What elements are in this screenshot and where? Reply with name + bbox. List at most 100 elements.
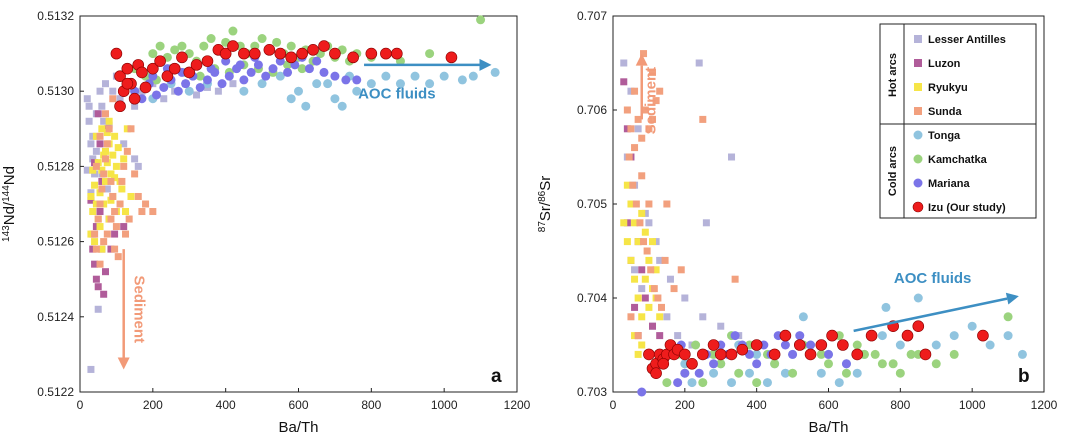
data-point <box>631 219 639 227</box>
data-point <box>120 155 128 163</box>
data-point <box>641 228 649 236</box>
data-point <box>752 359 762 369</box>
data-point <box>161 70 174 82</box>
data-point <box>641 294 649 302</box>
data-point <box>92 245 100 253</box>
data-point <box>750 339 763 351</box>
data-point <box>114 144 122 152</box>
annotation-label: Sediment <box>131 276 148 344</box>
data-point <box>92 200 100 208</box>
data-point <box>127 125 135 133</box>
x-tick-label: 1200 <box>504 398 531 412</box>
data-point <box>788 349 798 359</box>
data-point <box>89 155 97 163</box>
data-point <box>631 275 639 283</box>
data-point <box>901 329 914 342</box>
data-point <box>111 208 119 216</box>
data-point <box>286 41 296 51</box>
data-point <box>709 359 719 369</box>
data-point <box>641 209 649 217</box>
data-point <box>714 348 727 361</box>
data-point <box>694 368 704 378</box>
data-point <box>142 200 150 208</box>
data-point <box>89 132 97 140</box>
data-point <box>286 94 296 104</box>
data-point <box>101 110 109 118</box>
data-point <box>663 200 671 208</box>
data-point <box>650 285 658 293</box>
x-axis-title: Ba/Th <box>808 419 848 436</box>
data-point <box>656 313 664 321</box>
data-point <box>699 313 707 321</box>
legend-label: Ryukyu <box>928 82 968 94</box>
data-point <box>804 348 817 361</box>
data-point <box>347 51 359 64</box>
data-point <box>92 162 100 170</box>
data-point <box>89 166 97 174</box>
data-point <box>98 102 106 110</box>
data-point <box>307 44 319 56</box>
data-point <box>468 71 478 81</box>
data-point <box>631 303 639 311</box>
data-point <box>780 340 790 350</box>
data-point <box>657 303 665 311</box>
data-point <box>312 79 322 89</box>
data-point <box>98 185 106 193</box>
legend: Hot arcs Lesser Antilles Luzon Ryukyu Sunda C… <box>879 23 1037 219</box>
data-point <box>620 59 628 67</box>
data-point <box>100 117 108 125</box>
series-kamchatka <box>662 312 1013 388</box>
data-point <box>681 294 689 302</box>
data-point <box>105 125 113 133</box>
data-point <box>118 185 126 193</box>
data-point <box>623 106 631 114</box>
arrow-head <box>635 53 648 66</box>
data-point <box>649 115 657 123</box>
arrow-head <box>117 357 130 370</box>
data-point <box>793 339 806 351</box>
data-point <box>96 208 104 216</box>
y-axis-title: 143Nd/144Nd <box>1 166 19 242</box>
data-point <box>702 219 710 227</box>
data-point <box>131 170 139 178</box>
legend-marker <box>913 178 923 188</box>
data-point <box>638 266 646 274</box>
data-point <box>650 367 662 380</box>
data-point <box>246 67 256 77</box>
data-point <box>687 378 697 388</box>
data-point <box>736 343 749 356</box>
data-point <box>94 159 102 167</box>
data-point <box>195 82 205 92</box>
legend-marker <box>914 35 922 43</box>
data-point <box>136 66 148 79</box>
data-point <box>103 159 111 167</box>
legend-marker <box>912 201 924 213</box>
annotation-label: AOC fluids <box>894 270 972 287</box>
data-point <box>263 44 276 56</box>
data-point <box>131 102 139 110</box>
data-point <box>949 349 959 359</box>
data-point <box>666 275 674 283</box>
data-point <box>931 359 941 369</box>
data-point <box>640 50 648 58</box>
data-point <box>826 329 838 342</box>
x-tick-label: 0 <box>77 398 84 412</box>
data-point <box>967 321 977 331</box>
data-point <box>87 230 95 238</box>
data-point <box>195 71 205 81</box>
data-point <box>752 378 762 388</box>
data-point <box>96 87 104 95</box>
legend-label: Kamchatka <box>928 154 988 166</box>
data-point <box>391 47 403 60</box>
data-point <box>96 189 104 197</box>
data-point <box>674 332 682 340</box>
data-point <box>881 302 891 312</box>
data-point <box>445 51 458 64</box>
data-point <box>490 67 500 77</box>
y-tick-label: 0.5128 <box>37 159 74 173</box>
data-point <box>94 110 102 118</box>
data-point <box>625 153 633 161</box>
data-point <box>679 348 691 361</box>
data-point <box>647 266 655 274</box>
y-tick-label: 0.703 <box>577 385 607 399</box>
